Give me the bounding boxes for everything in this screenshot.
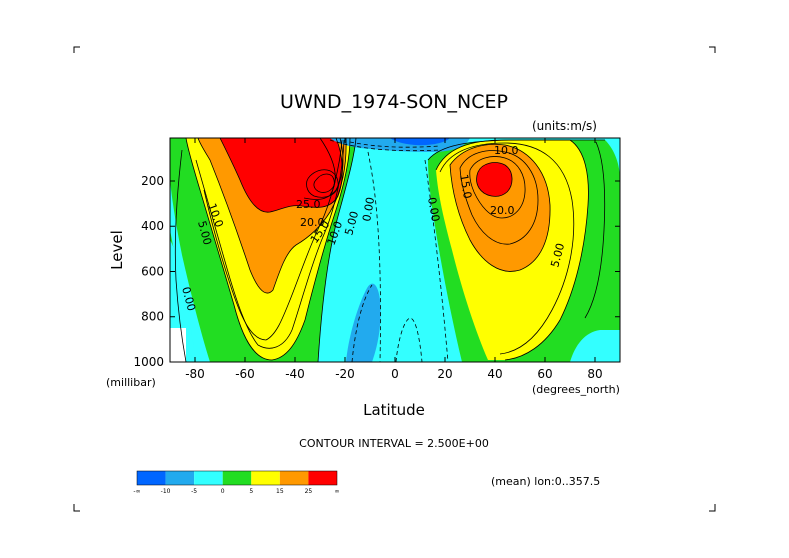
colorbar: -∞ -10 -5 0 5 15 25 ∞ [133, 470, 340, 495]
colorbar-swatch [279, 471, 309, 485]
contour-label: 5.00 [195, 219, 214, 246]
y-tick-label: 200 [141, 174, 164, 188]
colorbar-tick-label: 0 [221, 488, 225, 495]
band-red-south [220, 138, 343, 213]
colorbar-tick-label: -10 [161, 488, 171, 495]
chart-title: UWND_1974-SON_NCEP [280, 91, 508, 113]
colorbar-frame [136, 470, 338, 486]
x-tick-label: -20 [335, 367, 355, 381]
x-axis: -80 -60 -40 -20 0 20 40 60 80 [185, 138, 603, 381]
y-axis: 200 400 600 800 1000 [133, 174, 620, 369]
x-tick-label: -60 [235, 367, 255, 381]
contour-label: 0.00 [360, 196, 377, 222]
band-cyan-north-surface [570, 330, 620, 362]
colorbar-swatch [194, 471, 223, 485]
contour-label: 15.0 [457, 173, 474, 199]
colorbar-tick-label: 25 [305, 488, 313, 495]
colorbar-tick-label: 5 [249, 488, 253, 495]
colorbar-swatch [137, 471, 166, 485]
units-label: (units:m/s) [532, 119, 597, 133]
contour-interval-text: CONTOUR INTERVAL = 2.500E+00 [299, 437, 489, 450]
y-tick-label: 400 [141, 219, 164, 233]
colorbar-swatch [165, 471, 195, 485]
band-orange-north [450, 144, 551, 272]
x-tick-label: 80 [587, 367, 602, 381]
contour-fill [170, 138, 620, 362]
x-tick-label: -40 [285, 367, 305, 381]
band-red-north [476, 162, 513, 197]
contour-lines [174, 138, 606, 362]
colorbar-swatch [222, 471, 252, 485]
x-tick-label: -80 [185, 367, 205, 381]
x-tick-label: 60 [537, 367, 552, 381]
y-tick-label: 800 [141, 310, 164, 324]
colorbar-swatch [251, 471, 280, 485]
colorbar-tick-label: -5 [191, 488, 197, 495]
colorbar-tick-label: -∞ [133, 488, 140, 495]
mean-text: (mean) lon:0..357.5 [491, 475, 600, 488]
band-darkblue-top [390, 138, 450, 146]
x-axis-label: Latitude [363, 401, 425, 419]
contour-label: 0.00 [179, 285, 198, 312]
corner-marks [73, 46, 716, 512]
contour-label: 10.0 [494, 144, 519, 157]
band-blue-equator [346, 283, 381, 362]
colorbar-tick-label: 15 [276, 488, 284, 495]
colorbar-tick-label: ∞ [335, 488, 340, 495]
terrain-mask [170, 328, 186, 362]
x-tick-label: 20 [437, 367, 452, 381]
y-axis-label: Level [108, 230, 126, 270]
colorbar-swatch [308, 471, 337, 485]
contour-lines-negative [329, 139, 449, 362]
contour-label: 5.00 [342, 210, 361, 237]
contour-label: 25.0 [296, 198, 321, 211]
y-units-label: (millibar) [106, 376, 156, 389]
x-tick-label: 0 [391, 367, 399, 381]
contour-label: 20.0 [300, 216, 325, 229]
x-tick-label: 40 [487, 367, 502, 381]
contour-label: 5.00 [548, 242, 567, 269]
y-tick-label: 1000 [133, 355, 164, 369]
y-tick-label: 600 [141, 264, 164, 278]
x-units-label: (degrees_north) [532, 383, 620, 396]
contour-label: 20.0 [490, 204, 515, 217]
contour-labels: 10.0 5.00 0.00 25.0 20.0 15.0 10.0 5.00 … [179, 144, 567, 312]
contour-label: 0.00 [425, 196, 442, 222]
